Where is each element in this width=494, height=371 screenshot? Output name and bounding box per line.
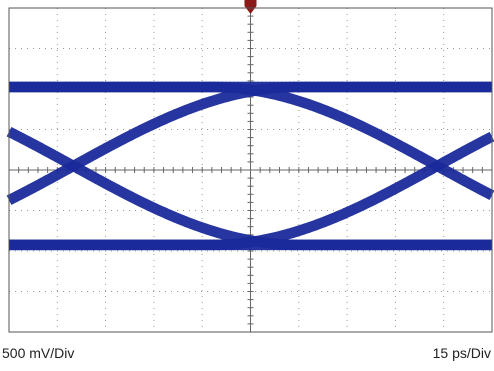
trace-falling-edge <box>5 81 494 201</box>
trigger-marker <box>244 0 257 14</box>
vertical-scale-label: 500 mV/Div <box>2 345 75 361</box>
horizontal-scale-label: 15 ps/Div <box>432 345 491 361</box>
trace-rising-edge <box>5 131 494 251</box>
eye-trace <box>5 81 494 251</box>
trigger-marker-icon <box>244 0 257 14</box>
plot-frame <box>8 7 493 333</box>
